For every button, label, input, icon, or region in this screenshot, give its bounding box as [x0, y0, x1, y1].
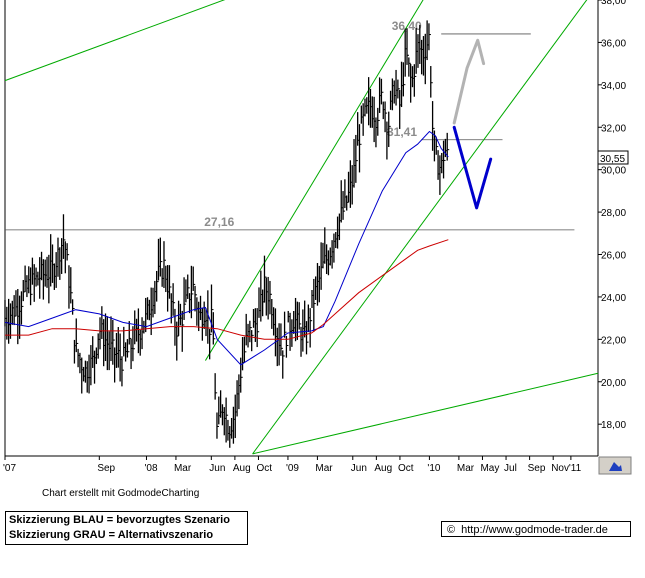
plot-area — [5, 0, 598, 456]
scenario-blau-line — [452, 125, 493, 210]
trend-line — [4, 0, 226, 82]
legend-blue-text: Skizzierung BLAU = bevorzugtes Szenario — [9, 514, 230, 526]
legend-grey-text: Skizzierung GRAU = Alternativszenario — [9, 529, 214, 541]
x-tick-label: Aug — [374, 463, 392, 474]
x-tick-label: Sep — [528, 463, 546, 474]
scenario-grau-line — [452, 38, 486, 125]
trend-line — [204, 0, 424, 361]
trend-line — [252, 0, 588, 455]
current-price-tag: 30,55 — [597, 150, 629, 165]
y-tick-label: 34,00 — [601, 81, 626, 92]
trend-line — [252, 372, 599, 455]
y-tick-label: 24,00 — [601, 293, 626, 304]
level-label: 27,16 — [204, 215, 234, 229]
moving-averages — [4, 130, 449, 366]
scenario-sketches — [452, 38, 493, 210]
x-tick-label: '07 — [3, 463, 16, 474]
y-tick-label: 36,00 — [601, 38, 626, 49]
x-tick-label: May — [480, 463, 499, 474]
x-tick-label: '11 — [569, 463, 582, 474]
y-tick-label: 38,00 — [601, 0, 626, 7]
y-tick-label: 20,00 — [601, 378, 626, 389]
x-tick-label: '10 — [427, 463, 440, 474]
arrow-icon — [609, 462, 622, 471]
x-tick-label: Mar — [174, 463, 192, 474]
y-tick-label: 28,00 — [601, 208, 626, 219]
x-tick-label: Oct — [256, 463, 272, 474]
y-axis-ticks: 38,00 36,00 34,00 32,00 30,00 28,00 26,00 24,00… — [598, 0, 626, 431]
x-tick-label: Jun — [209, 463, 225, 474]
x-tick-label: Sep — [97, 463, 115, 474]
y-tick-label: 30,00 — [601, 166, 626, 177]
level-label: 31,41 — [387, 125, 417, 139]
y-tick-label: 32,00 — [601, 123, 626, 134]
x-tick-label: Jun — [351, 463, 367, 474]
x-tick-label: Mar — [315, 463, 333, 474]
source-link[interactable]: © http://www.godmode-trader.de — [441, 521, 631, 537]
x-tick-label: Nov — [551, 463, 569, 474]
scenario-legend: Skizzierung BLAU = bevorzugtes Szenario … — [5, 511, 248, 545]
current-price-label: 30,55 — [600, 154, 625, 165]
x-tick-label: Jul — [504, 463, 517, 474]
x-tick-label: Mar — [457, 463, 475, 474]
x-tick-label: Oct — [398, 463, 414, 474]
scroll-button[interactable] — [598, 456, 632, 475]
x-axis-ticks: '07 Sep '08 Mar Jun Aug Oct '09 Mar Jun Aug Oct '10 M… — [3, 456, 582, 474]
x-tick-label: Aug — [233, 463, 251, 474]
chart-credit: Chart erstellt mit GodmodeCharting — [42, 488, 200, 499]
source-url[interactable]: http://www.godmode-trader.de — [461, 524, 608, 536]
copyright-icon: © — [447, 524, 456, 536]
x-tick-label: '08 — [144, 463, 157, 474]
y-tick-label: 26,00 — [601, 251, 626, 262]
y-tick-label: 22,00 — [601, 335, 626, 346]
moving-average-line — [5, 239, 449, 340]
moving-average-line — [4, 130, 449, 366]
y-tick-label: 18,00 — [601, 420, 626, 431]
trend-channel — [4, 0, 599, 455]
x-tick-label: '09 — [286, 463, 299, 474]
